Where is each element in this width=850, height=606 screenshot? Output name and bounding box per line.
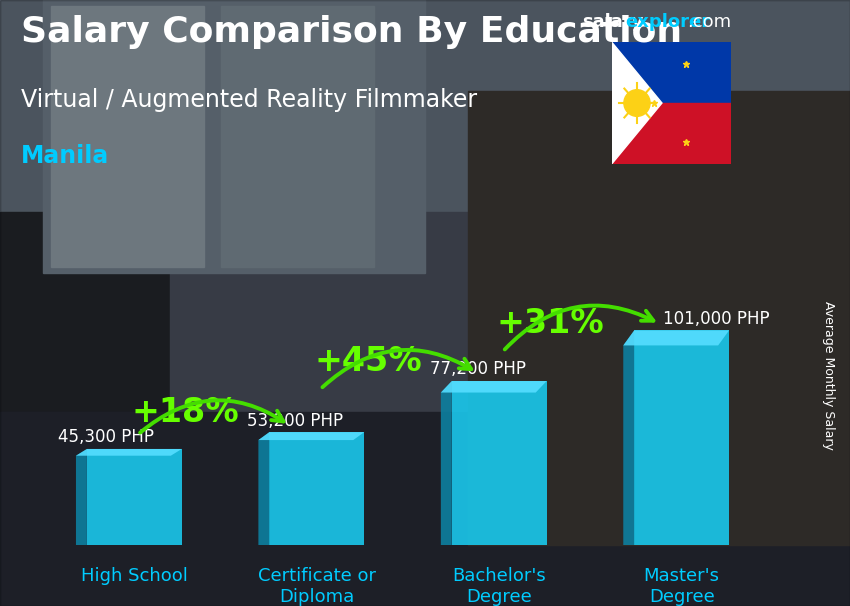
Polygon shape	[76, 449, 182, 456]
Text: Average Monthly Salary: Average Monthly Salary	[822, 301, 836, 450]
Text: +45%: +45%	[314, 345, 422, 378]
Bar	[42, 0, 425, 273]
Text: Manila: Manila	[21, 144, 110, 168]
Bar	[452, 381, 547, 545]
Text: 101,000 PHP: 101,000 PHP	[663, 310, 770, 328]
Text: explorer: explorer	[625, 13, 710, 32]
Polygon shape	[612, 42, 662, 164]
Text: 53,200 PHP: 53,200 PHP	[247, 411, 343, 430]
Polygon shape	[623, 330, 634, 545]
Bar	[612, 103, 731, 164]
Polygon shape	[623, 330, 729, 345]
Polygon shape	[76, 449, 87, 545]
Text: 77,200 PHP: 77,200 PHP	[430, 361, 526, 379]
Circle shape	[624, 90, 650, 116]
Text: 45,300 PHP: 45,300 PHP	[58, 428, 154, 447]
Text: +18%: +18%	[132, 396, 239, 429]
Bar	[0, 0, 850, 273]
Bar	[634, 330, 729, 545]
Bar	[0, 412, 850, 606]
Bar	[468, 91, 850, 545]
Bar	[269, 432, 364, 545]
Bar	[612, 42, 731, 103]
Text: +31%: +31%	[496, 307, 604, 340]
Polygon shape	[258, 432, 364, 440]
Bar	[221, 6, 374, 267]
Bar	[170, 212, 595, 454]
Polygon shape	[441, 381, 452, 545]
Bar	[0, 212, 212, 424]
Text: .com: .com	[687, 13, 731, 32]
Polygon shape	[441, 381, 547, 393]
Text: Salary Comparison By Education: Salary Comparison By Education	[21, 15, 683, 49]
Bar	[87, 449, 182, 545]
Polygon shape	[258, 432, 269, 545]
Bar	[51, 6, 204, 267]
Text: Virtual / Augmented Reality Filmmaker: Virtual / Augmented Reality Filmmaker	[21, 88, 478, 112]
Text: salary: salary	[582, 13, 643, 32]
